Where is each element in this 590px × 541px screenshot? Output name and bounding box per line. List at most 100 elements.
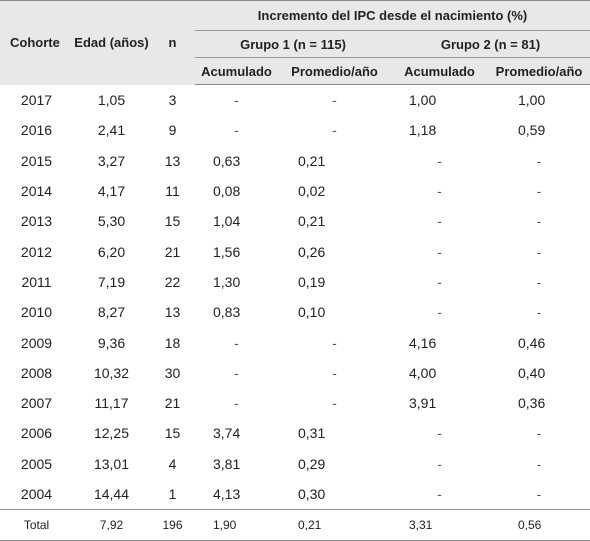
cell-g1p: 0,29 — [298, 455, 326, 472]
cell-g1p: - — [332, 122, 337, 139]
cell-g1a: - — [234, 364, 239, 381]
cell-g1a: 4,13 — [213, 486, 241, 502]
cell-cohort: 2014 — [20, 183, 53, 200]
cell-n: 21 — [164, 243, 181, 260]
cell-g1a: 0,83 — [213, 304, 241, 321]
cell-n: 22 — [164, 273, 181, 290]
cell-edad: 7,19 — [97, 273, 126, 290]
cell-n: 21 — [164, 395, 181, 412]
cell-edad: 2,41 — [97, 122, 126, 139]
cell-cohort: 2009 — [20, 334, 53, 351]
cell-g1p: 0,21 — [298, 213, 326, 230]
cell-g1p: - — [332, 364, 337, 381]
cell-n: 3 — [168, 91, 177, 108]
table-row: 2012 6,20 21 1,56 0,26 - - — [0, 236, 590, 266]
cell-g2p: - — [536, 213, 542, 230]
table-row: 2009 9,36 18 - - 4,16 0,46 — [0, 327, 590, 357]
cell-n: 18 — [164, 334, 181, 351]
cell-n: 30 — [164, 364, 181, 381]
cell-g2p: - — [536, 455, 542, 472]
cell-g2p: - — [536, 243, 542, 260]
cell-n: 15 — [164, 425, 181, 442]
cell-n: 13 — [164, 304, 181, 321]
cell-cohort: 2005 — [20, 455, 53, 472]
cell-g2a: - — [437, 213, 442, 230]
table-row: 2017 1,05 3 - - 1,00 1,00 — [0, 85, 590, 116]
table-row: 2007 11,17 21 - - 3,91 0,36 — [0, 388, 590, 418]
cell-g1a: 1,04 — [213, 213, 241, 230]
cell-g2p: - — [536, 486, 542, 502]
cell-g2a: - — [437, 425, 442, 442]
cell-g2p: - — [536, 304, 542, 321]
total-cell-g2a: 3,31 — [391, 509, 488, 541]
table-row: 2006 12,25 15 3,74 0,31 - - — [0, 418, 590, 448]
total-cell-g2p: 0,56 — [488, 509, 590, 541]
cell-n: 15 — [164, 213, 181, 230]
header-g2-acumulado: Acumulado — [391, 57, 488, 85]
cell-g2a: - — [437, 273, 442, 290]
cell-g1p: 0,26 — [298, 243, 326, 260]
table-row: 2008 10,32 30 - - 4,00 0,40 — [0, 358, 590, 388]
total-cell-n: 196 — [150, 509, 195, 541]
cell-g1p: - — [332, 395, 337, 412]
cell-g1a: - — [234, 122, 239, 139]
cell-n: 9 — [168, 122, 177, 139]
cell-edad: 1,05 — [97, 91, 126, 108]
table-body: 2017 1,05 3- -1,00 1,00 2016 2,41 9- -1,18 0,59 20… — [0, 85, 590, 541]
cell-cohort: 2013 — [20, 213, 53, 230]
cell-n: 13 — [164, 152, 181, 169]
table-row: 2014 4,17 11 0,08 0,02 - - — [0, 176, 590, 206]
cell-g1a: 3,74 — [213, 425, 241, 442]
total-cell-g1p: 0,21 — [278, 509, 391, 541]
cell-g2a: 4,16 — [409, 334, 437, 351]
table-row: 2010 8,27 13 0,83 0,10 - - — [0, 297, 590, 327]
table-row: 2013 5,30 15 1,04 0,21 - - — [0, 206, 590, 236]
cell-g1p: 0,21 — [298, 152, 326, 169]
cell-g2p: - — [536, 273, 542, 290]
cell-g1p: - — [332, 92, 337, 109]
header-g2-promedio: Promedio/año — [488, 57, 590, 85]
cell-g2p: - — [536, 425, 542, 442]
table-header: Cohorte Edad (años) n Incremento del IPC… — [0, 0, 590, 85]
cell-g2a: - — [437, 486, 442, 502]
cell-edad: 14,44 — [93, 486, 130, 502]
cell-g2a: - — [437, 455, 442, 472]
cell-g1a: - — [234, 395, 239, 412]
cell-g1a: 3,81 — [213, 455, 241, 472]
cell-g2p: - — [536, 183, 542, 200]
cell-n: 1 — [168, 486, 177, 502]
header-super-title: Incremento del IPC desde el nacimiento (… — [195, 0, 590, 31]
cell-g2p: 0,36 — [518, 395, 546, 412]
cell-n: 11 — [165, 183, 180, 200]
cell-cohort: 2017 — [20, 91, 53, 108]
cell-cohort: 2015 — [20, 152, 53, 169]
cell-edad: 12,25 — [93, 425, 130, 442]
cell-cohort: 2004 — [20, 486, 53, 502]
cell-g2a: - — [437, 183, 442, 200]
table-row: 2016 2,41 9 - - 1,18 0,59 — [0, 115, 590, 145]
total-cell-g1a: 1,90 — [195, 509, 278, 541]
cell-g2p: - — [536, 152, 542, 169]
header-group2: Grupo 2 (n = 81) — [391, 30, 590, 58]
cell-cohort: 2012 — [20, 243, 53, 260]
cell-g1a: 1,56 — [213, 243, 241, 260]
header-n: n — [150, 0, 195, 85]
header-group1: Grupo 1 (n = 115) — [195, 30, 391, 58]
cell-cohort: 2006 — [20, 425, 53, 442]
cell-edad: 13,01 — [93, 455, 130, 472]
cell-g2a: - — [437, 304, 442, 321]
total-cell-edad: 7,92 — [73, 509, 150, 541]
cell-g2p: 0,40 — [518, 364, 546, 381]
cell-cohort: 2016 — [20, 122, 53, 139]
table-row: 2004 14,44 1 4,13 0,30 - - — [0, 479, 590, 510]
cell-g2a: - — [437, 243, 442, 260]
table-row: 2015 3,27 13 0,63 0,21 - - — [0, 146, 590, 176]
cell-g1p: 0,10 — [298, 304, 326, 321]
cell-g1a: 0,08 — [213, 183, 241, 200]
cell-cohort: 2008 — [20, 364, 53, 381]
cell-g2a: 1,18 — [409, 122, 437, 139]
cell-g2a: - — [437, 152, 442, 169]
total-cell-cohort: Total — [0, 509, 73, 541]
